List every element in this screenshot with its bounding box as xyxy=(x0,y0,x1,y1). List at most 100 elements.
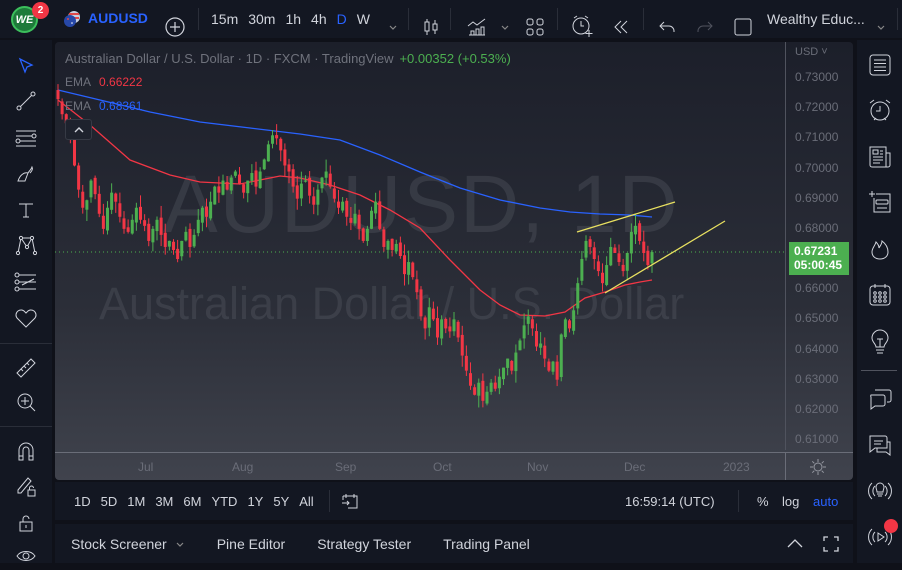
add-symbol-button[interactable] xyxy=(164,8,186,46)
tab-label: Strategy Tester xyxy=(317,535,412,552)
calendar-goto-icon xyxy=(341,494,358,509)
zoom-in-tool[interactable] xyxy=(12,388,40,416)
brush-tool[interactable] xyxy=(12,160,40,188)
ema-fast-value: 0.66222 xyxy=(99,75,143,89)
calendar-button[interactable] xyxy=(865,280,895,310)
replay-button[interactable] xyxy=(610,8,632,46)
symbol-search-button[interactable]: AUDUSD xyxy=(88,10,148,26)
messages-button[interactable] xyxy=(865,430,895,460)
redo-button[interactable] xyxy=(694,8,716,46)
bar-countdown: 05:00:45 xyxy=(794,258,843,272)
divider xyxy=(0,426,52,427)
interval-4h[interactable]: 4h xyxy=(311,11,327,27)
chart-type-button[interactable] xyxy=(420,8,442,46)
interval-dropdown[interactable] xyxy=(388,8,398,46)
range-1d[interactable]: 1D xyxy=(74,493,91,509)
auto-scale-toggle[interactable]: auto xyxy=(813,493,839,509)
time-tick: Oct xyxy=(433,460,452,474)
watchlist-button[interactable] xyxy=(865,50,895,80)
streams-button[interactable] xyxy=(865,476,895,506)
text-tool[interactable] xyxy=(12,196,40,224)
currency-selector[interactable]: USD ˅ xyxy=(795,46,828,58)
tab-stock-screener[interactable]: Stock Screener xyxy=(55,536,201,552)
interval-d[interactable]: D xyxy=(336,11,347,27)
layouts-icon xyxy=(526,18,544,36)
hide-drawings-tool[interactable] xyxy=(12,542,40,570)
prediction-tool[interactable] xyxy=(12,268,40,296)
price-tick: 0.72000 xyxy=(795,100,839,115)
ema-slow-line xyxy=(57,89,653,218)
ideas-button[interactable] xyxy=(865,327,895,357)
magnet-tool[interactable] xyxy=(12,437,40,465)
layouts-button[interactable] xyxy=(524,8,546,46)
maximize-panel-button[interactable] xyxy=(821,534,841,554)
pattern-tool[interactable] xyxy=(12,231,40,259)
magnet-icon xyxy=(18,442,34,461)
trend-line-icon xyxy=(16,91,36,111)
alert-button[interactable] xyxy=(570,7,594,45)
expand-panel-button[interactable] xyxy=(785,534,805,554)
tab-strategy-tester[interactable]: Strategy Tester xyxy=(301,536,427,552)
tab-label: Trading Panel xyxy=(443,535,530,552)
price-chart[interactable] xyxy=(55,42,785,450)
percent-scale-toggle[interactable]: % xyxy=(757,493,769,509)
lightbulb-icon xyxy=(871,329,889,354)
indicators-dropdown[interactable] xyxy=(500,8,510,46)
range-5y[interactable]: 5Y xyxy=(273,493,290,509)
range-all[interactable]: All xyxy=(299,493,314,509)
layout-dropdown[interactable] xyxy=(876,8,886,46)
bottom-panel-tabs: Stock Screener Pine Editor Strategy Test… xyxy=(55,524,853,563)
price-axis[interactable]: USD ˅ 0.73000 0.72000 0.71000 0.70000 0.6900… xyxy=(785,42,853,450)
undo-button[interactable] xyxy=(656,8,678,46)
fullscreen-square-button[interactable] xyxy=(732,8,754,46)
range-3m[interactable]: 3M xyxy=(155,493,174,509)
time-axis[interactable]: Jul Aug Sep Oct Nov Dec 2023 xyxy=(55,452,853,480)
news-button[interactable] xyxy=(865,142,895,172)
trend-line-tool[interactable] xyxy=(12,87,40,115)
lock-icon xyxy=(19,515,33,532)
divider xyxy=(785,453,786,480)
ema-slow-legend[interactable]: EMA 0.68361 xyxy=(65,99,142,113)
log-scale-toggle[interactable]: log xyxy=(782,493,800,509)
chats-button[interactable] xyxy=(865,384,895,414)
chart-pane[interactable]: AUDUSD, 1D Australian Dollar / U.S. Doll… xyxy=(55,42,853,480)
lock-all-tool[interactable] xyxy=(12,509,40,537)
interval-15m[interactable]: 15m xyxy=(211,11,239,27)
tab-pine-editor[interactable]: Pine Editor xyxy=(201,536,301,552)
price-tick: 0.61000 xyxy=(795,432,839,447)
tab-trading-panel[interactable]: Trading Panel xyxy=(427,536,546,552)
layout-name-button[interactable]: Wealthy Educ... xyxy=(767,11,865,27)
price-tick: 0.68000 xyxy=(795,220,839,235)
range-5d[interactable]: 5D xyxy=(100,493,118,509)
go-to-date-button[interactable] xyxy=(340,491,360,511)
fullscreen-square-icon xyxy=(734,18,752,36)
indicators-button[interactable] xyxy=(466,8,488,46)
cursor-tool[interactable] xyxy=(12,52,40,80)
time-tick: Sep xyxy=(335,460,357,474)
interval-w[interactable]: W xyxy=(356,11,370,27)
notifications-button[interactable] xyxy=(865,522,895,552)
pattern-icon xyxy=(15,235,37,256)
hotlists-button[interactable] xyxy=(865,233,895,263)
fib-tool[interactable] xyxy=(12,124,40,152)
interval-1h[interactable]: 1h xyxy=(285,11,302,27)
price-tick: 0.63000 xyxy=(795,371,839,386)
add-list-button[interactable] xyxy=(865,187,895,217)
tab-label: Pine Editor xyxy=(216,535,286,552)
range-6m[interactable]: 6M xyxy=(183,493,202,509)
collapse-legend-button[interactable] xyxy=(65,119,92,140)
range-1y[interactable]: 1Y xyxy=(247,493,264,509)
measure-tool[interactable] xyxy=(12,354,40,382)
price-tick: 0.66000 xyxy=(795,281,839,296)
favorites-tool[interactable] xyxy=(12,304,40,332)
divider xyxy=(643,8,644,30)
range-ytd[interactable]: YTD xyxy=(211,493,238,509)
chart-settings-button[interactable] xyxy=(809,458,827,476)
lock-drawing-tool[interactable] xyxy=(12,472,40,500)
interval-30m[interactable]: 30m xyxy=(248,11,276,27)
alerts-button[interactable] xyxy=(865,95,895,125)
ema-fast-legend[interactable]: EMA 0.66222 xyxy=(65,75,142,89)
range-1m[interactable]: 1M xyxy=(127,493,146,509)
utc-clock[interactable]: 16:59:14 (UTC) xyxy=(625,493,715,509)
price-tick: 0.62000 xyxy=(795,401,839,416)
